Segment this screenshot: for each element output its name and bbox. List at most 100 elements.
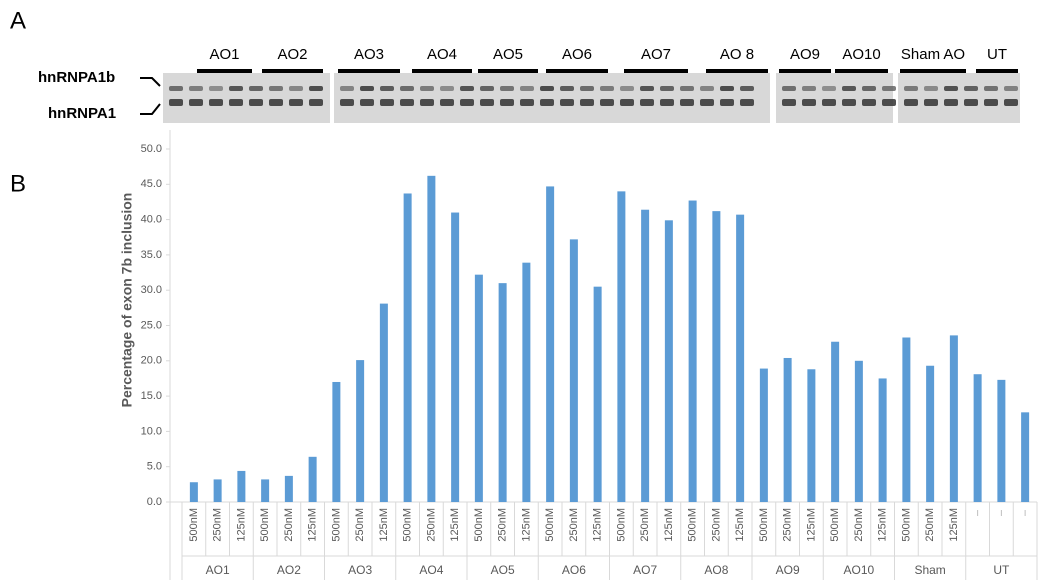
gel: [163, 73, 330, 123]
x-tick-label: 250nM: [710, 508, 722, 542]
lane-label: AO10: [842, 46, 880, 63]
bar: [404, 193, 412, 502]
group-label: AO10: [844, 563, 875, 577]
gel-band: [500, 99, 514, 106]
gel-band: [720, 86, 734, 91]
band-label: hnRNPA1: [48, 105, 116, 122]
bar: [332, 382, 340, 502]
gel: [776, 73, 893, 123]
gel-band: [189, 99, 203, 106]
gel-band: [1004, 86, 1018, 91]
gel-band: [700, 86, 714, 91]
x-tick-label: 500nM: [402, 508, 414, 542]
gel-band: [229, 99, 243, 106]
gel-band: [460, 99, 474, 106]
x-tick-label: 125nM: [378, 508, 390, 542]
y-tick-label: 30.0: [141, 284, 162, 296]
gel-band: [580, 99, 594, 106]
gel-band: [460, 86, 474, 91]
gel-band: [822, 86, 836, 91]
group-label: Sham: [914, 563, 945, 577]
figure: A B hnRNPA1b hnRNPA1 Percentage of exon …: [0, 0, 1038, 580]
gel-band: [440, 99, 454, 106]
x-tick-label: 250nM: [853, 508, 865, 542]
gel-band: [360, 99, 374, 106]
gel-band: [862, 99, 876, 106]
gel-band: [520, 86, 534, 91]
bar: [190, 482, 198, 502]
x-tick-label: 125nM: [520, 508, 532, 542]
gel-band: [620, 86, 634, 91]
gel-band: [560, 86, 574, 91]
group-label: AO5: [491, 563, 515, 577]
x-tick-label: 125nM: [877, 508, 889, 542]
x-tick-label: 500nM: [758, 508, 770, 542]
lane-bar: [900, 69, 966, 73]
y-tick-label: 0.0: [147, 496, 162, 508]
gel-band: [740, 99, 754, 106]
x-tick-label: 500nM: [330, 508, 342, 542]
y-tick-label: 10.0: [141, 425, 162, 437]
gel-band: [680, 86, 694, 91]
gel-band: [500, 86, 514, 91]
gel-band: [209, 86, 223, 91]
lane-bar: [546, 69, 608, 73]
y-tick-label: 50.0: [141, 143, 162, 155]
group-label: AO6: [562, 563, 586, 577]
gel-band: [862, 86, 876, 91]
x-tick-label: 125nM: [235, 508, 247, 542]
lane-bar: [262, 69, 323, 73]
x-tick-label: 500nM: [900, 508, 912, 542]
y-tick-label: 40.0: [141, 214, 162, 226]
gel-band: [924, 86, 938, 91]
gel-band: [842, 86, 856, 91]
bar: [499, 283, 507, 502]
x-tick-label: 250nM: [497, 508, 509, 542]
gel-band: [400, 99, 414, 106]
bar: [950, 335, 958, 502]
gel-band: [700, 99, 714, 106]
y-axis-title: Percentage of exon 7b inclusion: [119, 193, 135, 408]
bar: [570, 239, 578, 502]
bar: [427, 176, 435, 502]
panel-letter: A: [10, 7, 26, 34]
gel-band: [400, 86, 414, 91]
lane-label: AO 8: [720, 46, 754, 63]
group-label: AO4: [419, 563, 443, 577]
gel-band: [520, 99, 534, 106]
x-tick-label: 500nM: [544, 508, 556, 542]
y-tick-label: 25.0: [141, 319, 162, 331]
bar: [285, 476, 293, 502]
bar: [546, 186, 554, 502]
x-tick-label: 500nM: [259, 508, 271, 542]
gel-band: [944, 86, 958, 91]
group-label: AO8: [704, 563, 728, 577]
bar: [594, 287, 602, 502]
x-tick-label: 250nM: [425, 508, 437, 542]
gel-band: [984, 99, 998, 106]
bar: [689, 201, 697, 502]
x-tick-label: 500nM: [829, 508, 841, 542]
x-tick-label: 500nM: [615, 508, 627, 542]
gel-band: [309, 99, 323, 106]
bar: [831, 342, 839, 502]
x-tick-label: 250nM: [639, 508, 651, 542]
x-tick-label: 500nM: [687, 508, 699, 542]
gel-band: [229, 86, 243, 91]
group-label: AO7: [633, 563, 657, 577]
x-tick-label: 125nM: [449, 508, 461, 542]
bar: [309, 457, 317, 502]
bar: [261, 479, 269, 502]
group-label: AO1: [206, 563, 230, 577]
lane-label: AO5: [493, 46, 523, 63]
gel-band: [600, 99, 614, 106]
gel-band: [1004, 99, 1018, 106]
lane-label: AO7: [641, 46, 671, 63]
lane-bar: [779, 69, 831, 73]
gel-band: [944, 99, 958, 106]
lane-bar: [338, 69, 400, 73]
gel-band: [580, 86, 594, 91]
band-pointer: [140, 78, 160, 114]
group-label: AO2: [277, 563, 301, 577]
gel-band: [802, 99, 816, 106]
